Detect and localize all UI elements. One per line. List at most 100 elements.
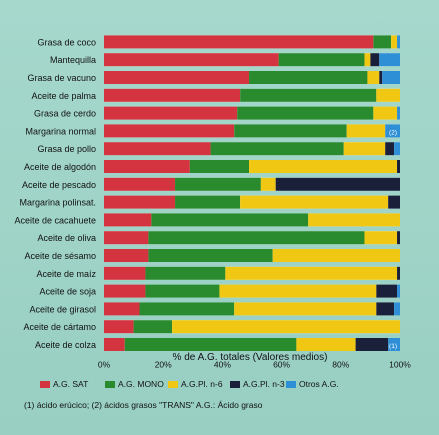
bar-segment: [388, 195, 400, 209]
legend-swatch: [168, 381, 178, 388]
bar-segment: [104, 195, 176, 209]
x-axis-title: % de A.G. totales (Valores medios): [173, 352, 328, 363]
bar-segment: [397, 35, 400, 49]
bar-segment: [397, 284, 400, 298]
bar-segment: [379, 71, 383, 84]
legend-label: A.G.Pl. n-3: [243, 379, 285, 389]
legend-label: A.G. SAT: [53, 379, 88, 389]
bar-segment: [104, 142, 211, 156]
category-label: Aceite de maíz: [36, 269, 96, 279]
x-tick-label: 20%: [155, 359, 172, 369]
category-label: Aceite de girasol: [29, 304, 96, 314]
bar-segment: [249, 160, 398, 173]
bar-segment: [189, 160, 250, 173]
bar-segment: [385, 124, 400, 138]
x-tick-label: 0%: [98, 359, 111, 369]
category-label: Margarina polinsat.: [19, 198, 96, 208]
bar-segment: [151, 213, 309, 227]
bar-segment: [308, 213, 400, 227]
x-tick-label: 100%: [389, 359, 411, 369]
legend-label: A.G. MONO: [118, 379, 164, 389]
category-label: Grasa de cerdo: [34, 109, 96, 119]
legend: A.G. SAT A.G. MONO A.G.Pl. n-6 A.G.Pl. n-3 O…: [40, 379, 339, 389]
bar-segment: [175, 177, 261, 191]
bar-segment: [343, 142, 386, 156]
bar-segment: [104, 302, 140, 316]
category-label: Aceite de cacahuete: [14, 215, 96, 225]
footnote: (1) ácido erúcico; (2) ácidos grasos "TR…: [24, 400, 263, 410]
bar-segment: [104, 106, 238, 120]
bar-segment: [104, 266, 146, 280]
category-labels: Grasa de coco Mantequilla Grasa de vacuno A…: [14, 37, 96, 350]
bar-segment: [175, 195, 241, 209]
x-tick-label: 40%: [214, 359, 231, 369]
category-label: Aceite de sésamo: [24, 251, 96, 261]
bar-segment: [234, 124, 347, 138]
category-label: Margarina normal: [25, 126, 96, 136]
bar-segment: [225, 266, 398, 280]
bar-segment: [394, 302, 400, 316]
bar-segment: [391, 35, 398, 49]
category-label: Aceite de oliva: [37, 233, 96, 243]
bar-segment: [379, 53, 400, 67]
bar-segment: [260, 177, 276, 191]
legend-label: Otros A.G.: [299, 379, 339, 389]
bar-segment: [145, 266, 226, 280]
x-axis-ticks: 0% 20% 40% 60% 80% 100%: [98, 359, 411, 369]
legend-swatch: [40, 381, 50, 388]
bar-segment: [397, 106, 400, 120]
bar-segment: [397, 266, 400, 280]
bar-segment: [210, 142, 344, 156]
bar-segment: [237, 106, 374, 120]
bar-segment: [219, 284, 377, 298]
bar-segment: [249, 71, 368, 84]
category-label: Aceite de palma: [31, 91, 96, 101]
bar-segment: [104, 88, 241, 102]
legend-swatch: [105, 381, 115, 388]
bar-segment: [397, 160, 400, 173]
category-label: Aceite de colza: [35, 340, 96, 350]
bar-segment: [104, 177, 176, 191]
category-label: Grasa de pollo: [37, 144, 96, 154]
bar-segment: [133, 320, 173, 334]
bar-segment: [394, 142, 400, 156]
bar-segment: [172, 320, 400, 334]
bar-segment: [148, 231, 365, 245]
bar-segment: [148, 249, 273, 262]
category-label: Aceite de soja: [39, 287, 96, 297]
legend-swatch: [230, 381, 240, 388]
category-label: Aceite de cártamo: [23, 322, 96, 332]
legend-swatch: [286, 381, 296, 388]
bar-segment: [234, 302, 377, 316]
legend-label: A.G.Pl. n-6: [181, 379, 223, 389]
bar-segment: [104, 320, 134, 334]
bar-segment: [275, 177, 400, 191]
bar-segment: [104, 53, 279, 67]
bar-segment: [388, 338, 400, 351]
bar-segment: [296, 338, 356, 351]
bar-segment: [104, 213, 152, 227]
bars-layer: (2) (1): [104, 35, 400, 351]
bar-segment: [382, 71, 400, 84]
bar-segment: [104, 160, 190, 173]
bar-segment: [145, 284, 220, 298]
bar-segment: [346, 124, 386, 138]
bar-segment: [355, 338, 389, 351]
bar-segment: [364, 231, 398, 245]
bar-segment: [240, 195, 389, 209]
bar-marker: (2): [389, 129, 397, 136]
bar-segment: [104, 124, 235, 138]
category-label: Aceite de algodón: [24, 162, 96, 172]
bar-segment: [373, 106, 398, 120]
bar-segment: [370, 53, 380, 67]
bar-segment: [104, 284, 146, 298]
category-label: Aceite de pescado: [22, 180, 96, 190]
bar-segment: [397, 231, 400, 245]
bar-segment: [376, 88, 400, 102]
bar-segment: [104, 71, 250, 84]
bar-segment: [139, 302, 235, 316]
bar-segment: [104, 338, 125, 351]
bar-segment: [104, 231, 149, 245]
